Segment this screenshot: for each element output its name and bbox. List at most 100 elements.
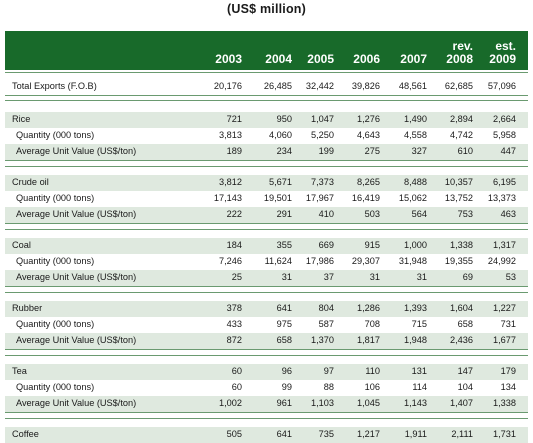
column-header-2007: 2007 (381, 40, 427, 66)
table-cell: 975 (276, 319, 292, 329)
row-label: Quantity (000 tons) (16, 130, 95, 140)
table-row: Quantity (000 tons) 7,246 11,624 17,986 29,3… (5, 254, 528, 270)
table-cell: 62,685 (444, 81, 473, 91)
table-cell: 1,103 (311, 398, 334, 408)
column-header-top: rev. (452, 39, 473, 53)
row-label: Average Unit Value (US$/ton) (16, 335, 137, 345)
table-cell: 114 (412, 382, 427, 392)
row-label: Average Unit Value (US$/ton) (16, 209, 137, 219)
column-header-2004: 2004 (246, 40, 292, 66)
table-cell: 715 (411, 319, 427, 329)
table-cell: 17,986 (305, 256, 334, 266)
table-cell: 32,442 (305, 81, 334, 91)
table-cell: 669 (318, 240, 334, 250)
row-divider (5, 95, 528, 96)
table-cell: 1,393 (404, 303, 427, 313)
table-cell: 20,176 (213, 81, 242, 91)
table-row: Average Unit Value (US$/ton) 872 658 1,370 1… (5, 333, 528, 349)
table-cell: 88 (323, 382, 334, 392)
table-row: Crude oil 3,812 5,671 7,373 8,265 8,488 10,357… (5, 175, 528, 191)
table-cell: 872 (226, 335, 242, 345)
row-divider (5, 292, 528, 293)
row-label: Quantity (000 tons) (16, 193, 95, 203)
table-cell: 106 (364, 382, 380, 392)
table-cell: 1,817 (357, 335, 380, 345)
table-cell: 4,558 (404, 130, 427, 140)
table-cell: 1,276 (357, 114, 380, 124)
table-cell: 4,742 (450, 130, 473, 140)
table-row: Rice 721 950 1,047 1,276 1,490 2,894 2,664 (5, 112, 528, 128)
row-divider (5, 229, 528, 230)
table-cell: 25 (231, 272, 242, 282)
table-cell: 26,485 (263, 81, 292, 91)
table-cell: 5,250 (311, 130, 334, 140)
table-cell: 610 (457, 146, 473, 156)
table-row: Rubber 378 641 804 1,286 1,393 1,604 1,227 (5, 301, 528, 317)
table-row: Quantity (000 tons) 60 99 88 106 114 104 134 (5, 380, 528, 396)
table-cell: 447 (500, 146, 516, 156)
table-cell: 4,060 (269, 130, 292, 140)
table-cell: 641 (276, 429, 292, 439)
table-cell: 2,894 (450, 114, 473, 124)
column-header-2005: 2005 (288, 40, 334, 66)
column-header-2008: rev. 2008 (427, 40, 473, 66)
table-cell: 1,338 (450, 240, 473, 250)
table-cell: 1,407 (450, 398, 473, 408)
row-divider (5, 355, 528, 356)
table-cell: 39,826 (351, 81, 380, 91)
table-cell: 708 (364, 319, 380, 329)
table-cell: 804 (318, 303, 334, 313)
table-cell: 31,948 (398, 256, 427, 266)
row-label: Quantity (000 tons) (16, 256, 95, 266)
column-header-year: 2004 (265, 52, 292, 66)
table-cell: 179 (500, 366, 516, 376)
table-cell: 16,419 (351, 193, 380, 203)
table-cell: 2,664 (493, 114, 516, 124)
table-cell: 1,045 (357, 398, 380, 408)
table-cell: 961 (276, 398, 292, 408)
row-label: Tea (12, 366, 27, 376)
row-label: Rubber (12, 303, 43, 313)
table-cell: 13,752 (444, 193, 473, 203)
table-cell: 327 (411, 146, 427, 156)
table-cell: 53 (505, 272, 516, 282)
row-divider (5, 160, 528, 161)
table-cell: 3,812 (219, 177, 242, 187)
table-cell: 13,373 (487, 193, 516, 203)
table-row: Average Unit Value (US$/ton) 189 234 199 275… (5, 144, 528, 160)
table-cell: 7,246 (219, 256, 242, 266)
table-cell: 37 (323, 272, 334, 282)
table-cell: 4,643 (357, 130, 380, 140)
table-row: Average Unit Value (US$/ton) 222 291 410 503… (5, 207, 528, 223)
row-divider (5, 166, 528, 167)
table-cell: 3,813 (219, 130, 242, 140)
table-cell: 10,357 (444, 177, 473, 187)
table-cell: 31 (281, 272, 292, 282)
table-cell: 658 (457, 319, 473, 329)
table-cell: 1,000 (404, 240, 427, 250)
row-label: Crude oil (12, 177, 49, 187)
table-cell: 731 (500, 319, 516, 329)
table-cell: 1,370 (311, 335, 334, 345)
table-cell: 1,047 (311, 114, 334, 124)
table-cell: 735 (318, 429, 334, 439)
table-cell: 199 (318, 146, 334, 156)
column-header-year: 2008 (446, 52, 473, 66)
table-cell: 5,671 (269, 177, 292, 187)
table-cell: 19,501 (263, 193, 292, 203)
table-title: (US$ million) (227, 2, 306, 16)
row-divider (5, 286, 528, 287)
table-cell: 355 (276, 240, 292, 250)
table-cell: 5,958 (493, 130, 516, 140)
table-cell: 24,992 (487, 256, 516, 266)
table-cell: 222 (226, 209, 242, 219)
table-cell: 433 (226, 319, 242, 329)
column-header-top: est. (495, 39, 516, 53)
table-cell: 1,217 (357, 429, 380, 439)
table-cell: 1,286 (357, 303, 380, 313)
table-cell: 1,604 (450, 303, 473, 313)
table-row: Average Unit Value (US$/ton) 25 31 37 31 31 69… (5, 270, 528, 286)
table-cell: 17,967 (305, 193, 334, 203)
table-cell: 57,096 (487, 81, 516, 91)
table-cell: 110 (365, 366, 380, 376)
